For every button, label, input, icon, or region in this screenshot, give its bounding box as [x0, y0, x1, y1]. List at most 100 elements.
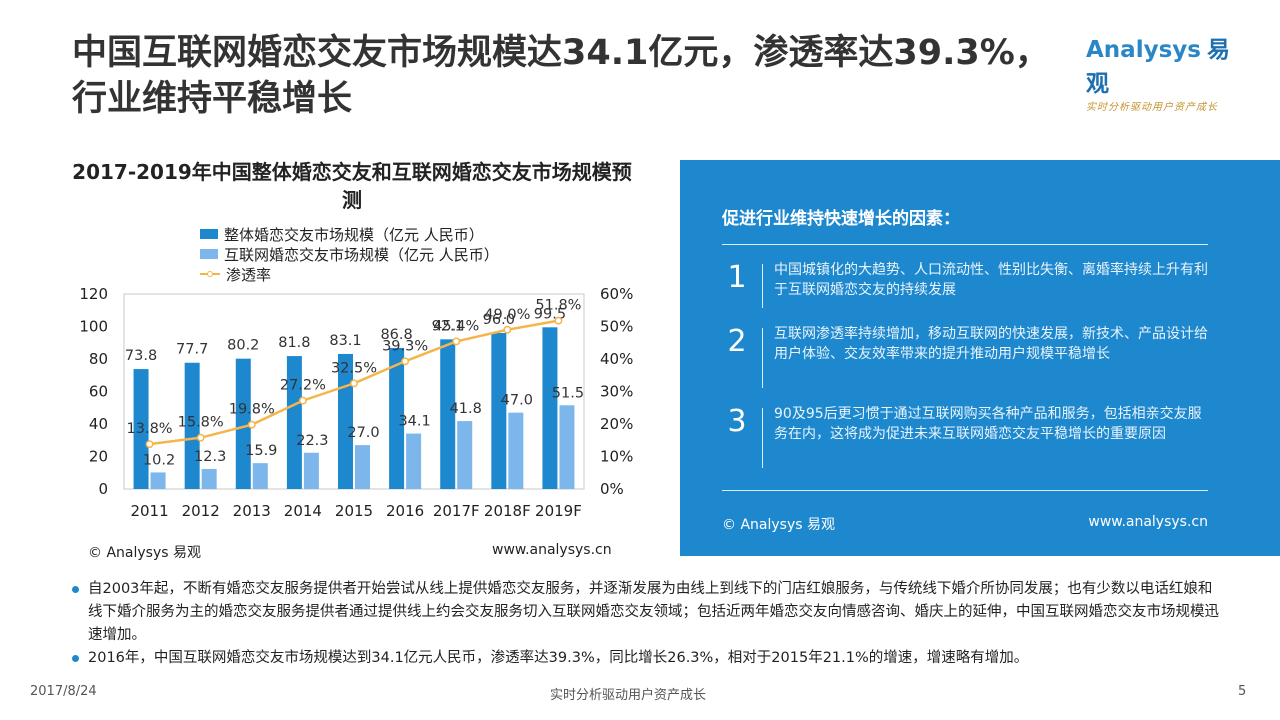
rate-point [247, 420, 256, 429]
legend-label-internet: 互联网婚恋交友市场规模（亿元 人民币） [224, 245, 499, 264]
chart-source-left: © Analysys 易观 [88, 545, 201, 561]
rate-point [503, 325, 512, 334]
factor-number: 3 [727, 404, 747, 439]
bar-total-label: 92.1 [432, 318, 464, 334]
x-tick-label: 2013 [233, 502, 271, 520]
x-tick-label: 2015 [335, 502, 373, 520]
legend-label-rate: 渗透率 [226, 265, 272, 284]
factor-separator [762, 264, 763, 308]
legend-swatch-rate [200, 269, 220, 279]
footer-date: 2017/8/24 [30, 684, 97, 699]
chart-legend: 整体婚恋交友市场规模（亿元 人民币） 互联网婚恋交友市场规模（亿元 人民币） 渗… [200, 224, 499, 284]
y-tick-label: 20 [89, 448, 108, 466]
bar-internet-label: 12.3 [194, 449, 226, 465]
factor-separator [762, 408, 763, 468]
rate-label: 27.2% [280, 378, 326, 394]
legend-label-total: 整体婚恋交友市场规模（亿元 人民币） [224, 225, 484, 244]
bar-total [133, 369, 149, 489]
bullet-item: 自2003年起，不断有婚恋交友服务提供者开始尝试从线上提供婚恋交友服务，并逐渐发… [72, 578, 1222, 647]
market-size-chart: 0 20 40 60 80 100 120 0% 10% 20% 30% 40% 50% 60% 2011 7… [79, 285, 633, 520]
summary-bullets: 自2003年起，不断有婚恋交友服务提供者开始尝试从线上提供婚恋交友服务，并逐渐发… [72, 578, 1222, 670]
bar-internet [457, 421, 473, 489]
bar-internet-label: 15.9 [245, 443, 277, 459]
bar-internet-label: 51.5 [552, 385, 584, 401]
bar-total [491, 333, 507, 489]
rate-label: 45.4% [433, 318, 479, 334]
rate-point [196, 433, 205, 442]
rate-point [145, 440, 154, 449]
y2-tick-label: 40% [600, 350, 633, 368]
legend-item-total: 整体婚恋交友市场规模（亿元 人民币） [200, 224, 499, 244]
panel-source-right: www.analysys.cn [1088, 514, 1208, 530]
x-tick-label: 2011 [130, 502, 168, 520]
bar-internet-label: 10.2 [143, 452, 175, 468]
growth-factors-panel: 促进行业维持快速增长的因素： 1 中国城镇化的大趋势、人口流动性、性别比失衡、离… [680, 160, 1280, 556]
rate-label: 51.8% [535, 298, 581, 314]
rate-label: 39.3% [382, 338, 428, 354]
x-tick-label: 2016 [386, 502, 424, 520]
y-tick-label: 40 [89, 415, 108, 433]
rate-label: 32.5% [331, 360, 377, 376]
x-tick-label: 2012 [182, 502, 220, 520]
bar-internet-label: 27.0 [347, 425, 379, 441]
factor-text: 90及95后更习惯于通过互联网购买各种产品和服务，包括相亲交友服务在内，这将成为… [774, 406, 1202, 442]
legend-item-rate: 渗透率 [200, 264, 499, 284]
y2-tick-label: 20% [600, 415, 633, 433]
x-tick-label: 2017F [433, 502, 480, 520]
bar-total-label: 81.8 [278, 335, 310, 351]
bar-total-label: 73.8 [125, 348, 157, 364]
rate-label: 15.8% [178, 415, 224, 431]
y-tick-label: 60 [89, 383, 108, 401]
bullet-item: 2016年，中国互联网婚恋交友市场规模达到34.1亿元人民币，渗透率达39.3%… [72, 647, 1222, 670]
page-title: 中国互联网婚恋交友市场规模达34.1亿元，渗透率达39.3%，行业维持平稳增长 [72, 33, 1050, 119]
analysys-logo: Analysys 易观 实时分析驱动用户资产成长 [1086, 30, 1246, 113]
page-number: 5 [1238, 684, 1247, 699]
bar-internet [406, 433, 422, 489]
bar-internet [559, 405, 575, 489]
bar-total-label: 86.8 [380, 327, 412, 343]
y2-tick-label: 60% [600, 285, 633, 303]
panel-divider [722, 244, 1208, 245]
plot-frame [123, 293, 585, 490]
bar-total [184, 362, 200, 489]
x-tick-label: 2019F [535, 502, 582, 520]
panel-title: 促进行业维持快速增长的因素： [722, 209, 960, 229]
bar-internet [303, 452, 319, 489]
y-tick-label: 100 [79, 318, 108, 336]
rate-point [401, 357, 410, 366]
factor-number: 1 [727, 260, 747, 295]
bar-total [440, 339, 456, 489]
bar-internet [508, 412, 524, 489]
y-tick-label: 80 [89, 350, 108, 368]
bar-total [235, 358, 251, 489]
y2-tick-label: 30% [600, 383, 633, 401]
bar-internet [252, 463, 268, 489]
rate-label: 13.8% [127, 421, 173, 437]
legend-swatch-total [200, 229, 218, 239]
chart-source-right: www.analysys.cn [492, 542, 612, 558]
bar-total [286, 356, 302, 489]
panel-divider [722, 490, 1208, 491]
bar-internet [355, 445, 370, 489]
footer-slogan: 实时分析驱动用户资产成长 [550, 688, 707, 703]
bar-internet-label: 34.1 [398, 414, 430, 430]
rate-point [298, 396, 307, 405]
bar-total [542, 327, 558, 489]
x-tick-label: 2018F [484, 502, 531, 520]
y2-tick-label: 50% [600, 318, 633, 336]
factor-separator [762, 328, 763, 388]
factor-text: 互联网渗透率持续增加，移动互联网的快速发展，新技术、产品设计给用户体验、交友效率… [774, 326, 1208, 362]
legend-swatch-internet [200, 249, 218, 259]
bar-total-label: 77.7 [176, 342, 208, 358]
bar-internet [150, 472, 166, 489]
x-tick-label: 2014 [284, 502, 322, 520]
rate-point [554, 316, 563, 325]
bar-total-label: 96.0 [483, 312, 515, 328]
bar-internet-label: 22.3 [296, 433, 328, 449]
y-tick-label: 120 [79, 285, 108, 303]
bar-internet-label: 41.8 [450, 401, 482, 417]
rate-point [452, 337, 461, 346]
rate-label: 19.8% [229, 402, 275, 418]
bar-total [389, 347, 405, 489]
bar-total-label: 83.1 [329, 333, 361, 349]
